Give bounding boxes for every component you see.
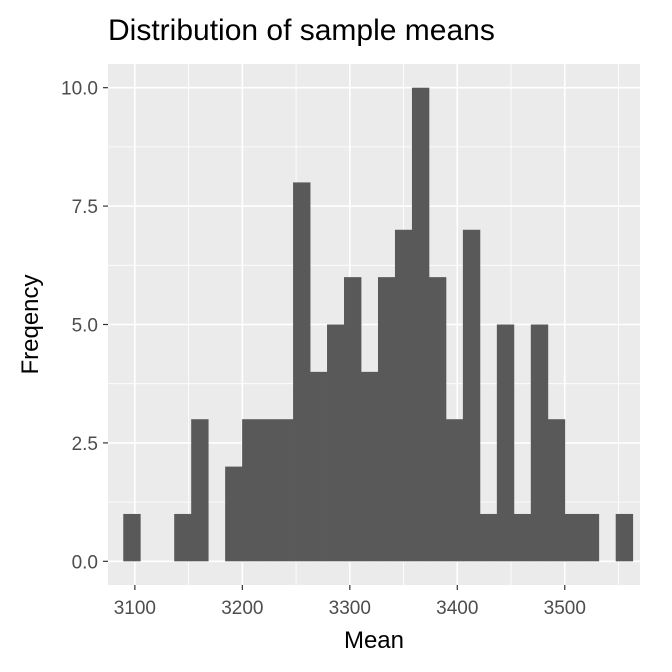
histogram-bar-14 xyxy=(360,371,379,562)
histogram-bar-18 xyxy=(428,277,447,562)
histogram-bar-29 xyxy=(615,513,634,562)
y-axis: 0.0 2.5 5.0 7.5 10.0 xyxy=(61,79,108,573)
x-axis: 3100 3200 3300 3400 3500 xyxy=(114,585,586,619)
x-axis-title: Mean xyxy=(344,627,404,654)
histogram-bar-16 xyxy=(394,229,413,562)
y-tick-label-1: 2.5 xyxy=(72,434,98,455)
histogram-bar-4 xyxy=(191,419,209,562)
x-tick-label-2: 3300 xyxy=(329,598,371,619)
histogram-bar-19 xyxy=(445,419,464,562)
x-tick-label-4: 3500 xyxy=(544,598,586,619)
histogram-bars xyxy=(123,87,634,562)
histogram-bar-20 xyxy=(462,229,481,562)
histogram-bar-15 xyxy=(377,277,396,562)
histogram-bar-11 xyxy=(310,371,328,562)
y-tick-label-2: 5.0 xyxy=(72,316,98,337)
histogram-bar-24 xyxy=(530,324,549,562)
histogram-bar-9 xyxy=(276,419,294,562)
x-tick-label-0: 3100 xyxy=(114,598,156,619)
histogram-bar-12 xyxy=(327,324,345,562)
histogram-bar-13 xyxy=(344,277,362,562)
histogram-bar-3 xyxy=(174,513,192,562)
x-tick-label-3: 3400 xyxy=(436,598,478,619)
y-tick-label-0: 0.0 xyxy=(72,552,98,573)
y-axis-title: Freqency xyxy=(17,274,44,374)
histogram-bar-17 xyxy=(411,87,430,562)
histogram-bar-23 xyxy=(513,513,532,562)
histogram-bar-27 xyxy=(581,513,600,562)
histogram-bar-26 xyxy=(564,513,583,562)
y-tick-label-4: 10.0 xyxy=(61,79,98,100)
histogram-bar-25 xyxy=(547,419,566,562)
x-tick-label-1: 3200 xyxy=(221,598,263,619)
chart-title: Distribution of sample means xyxy=(108,14,495,47)
histogram-bar-7 xyxy=(242,419,260,562)
histogram-bar-22 xyxy=(496,324,515,562)
histogram-bar-6 xyxy=(225,466,243,562)
histogram-bar-8 xyxy=(259,419,277,562)
y-tick-label-3: 7.5 xyxy=(72,197,98,218)
histogram-bar-21 xyxy=(479,513,498,562)
histogram-bar-10 xyxy=(293,182,311,562)
histogram-bar-0 xyxy=(123,513,141,562)
